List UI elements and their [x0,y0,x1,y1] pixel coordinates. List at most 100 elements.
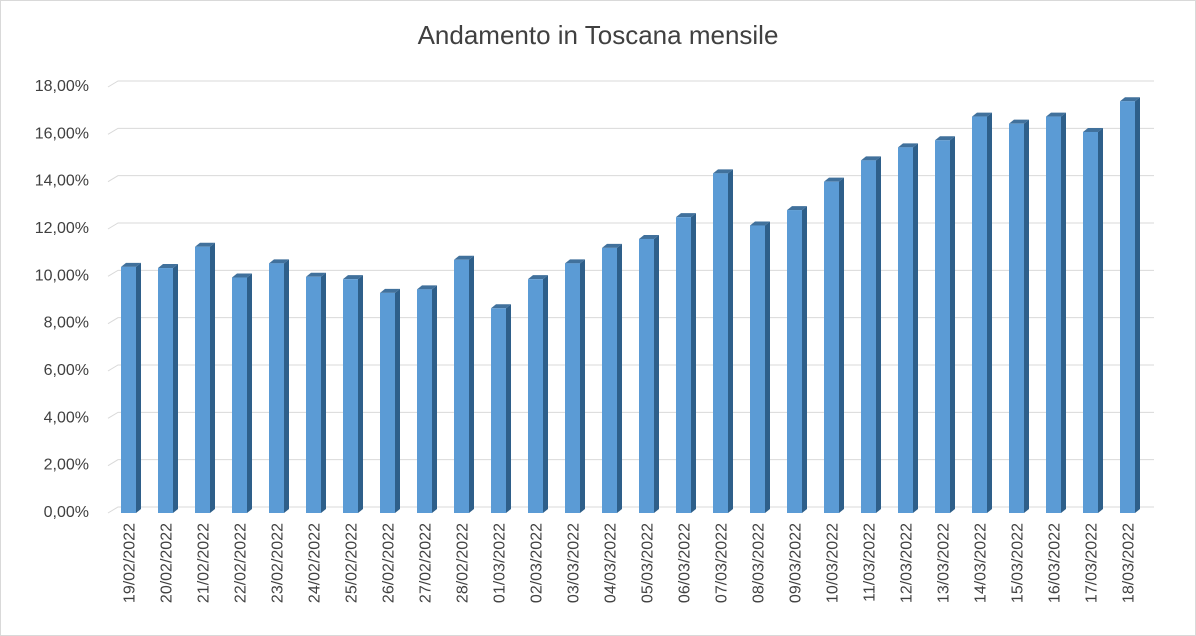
bar [1083,127,1103,513]
bar-front [269,263,284,513]
bar-top [491,304,511,309]
bar-top [343,275,363,280]
bar [306,272,326,513]
x-tick-label: 23/02/2022 [270,523,287,603]
bar-side [1061,112,1066,513]
gridline [107,222,1154,230]
bar [787,206,807,514]
chart-title: Andamento in Toscana mensile [417,20,779,50]
bar-front [750,225,765,513]
x-tick-label: 20/02/2022 [159,523,176,603]
gridline [107,411,1154,419]
x-tick-label: 24/02/2022 [307,523,324,603]
bar-top [121,262,141,267]
bar-front [713,173,728,513]
bar-side [950,136,955,513]
bar-top [1083,127,1103,132]
bar-side [691,213,696,513]
bar-side [802,206,807,514]
bar [417,285,437,513]
bar-side [876,156,881,513]
bar-side [284,259,289,513]
y-tick-label: 4,00% [44,409,89,426]
bar [972,112,992,513]
x-tick-label: 18/03/2022 [1121,523,1138,603]
bar [195,242,215,513]
bar-top [306,272,326,277]
bar [343,275,363,513]
bar-side [1098,127,1103,513]
gridline [107,459,1154,467]
x-tick-label: 03/03/2022 [566,523,583,603]
x-tick-label: 04/03/2022 [603,523,620,603]
bar-top [269,259,289,264]
bar-side [432,285,437,513]
gridline [107,127,1154,135]
bar-side [469,255,474,513]
bar [898,143,918,513]
bar-side [654,234,659,513]
bars [121,97,1140,514]
bar-side [1135,97,1140,513]
bar-top [1120,97,1140,102]
bar-top [824,177,844,182]
bar-side [506,304,511,513]
bar-top [417,285,437,290]
bar [750,221,770,513]
bar-top [380,288,400,293]
bar-front [1120,101,1135,513]
bar [158,264,178,513]
y-tick-label: 16,00% [35,125,89,142]
bar-side [1024,119,1029,513]
bar-front [491,308,506,513]
x-tick-label: 16/03/2022 [1047,523,1064,603]
y-tick-label: 10,00% [35,267,89,284]
y-tick-label: 12,00% [35,220,89,237]
gridline [107,269,1154,277]
y-tick-label: 18,00% [35,78,89,95]
bar-front [565,263,580,513]
bar-top [232,273,252,278]
bar-side [839,177,844,513]
bar-front [454,259,469,513]
x-tick-label: 02/03/2022 [529,523,546,603]
x-tick-label: 27/02/2022 [418,523,435,603]
bar-side [136,262,141,513]
bar [380,288,400,513]
bar [454,255,474,513]
y-tick-label: 6,00% [44,362,89,379]
bar-side [987,112,992,513]
bar-front [343,279,358,513]
y-tick-label: 0,00% [44,504,89,521]
x-tick-label: 14/03/2022 [973,523,990,603]
bar-side [321,272,326,513]
bar-top [861,156,881,161]
bar-side [543,275,548,513]
bar-top [750,221,770,226]
bar-front [121,266,136,513]
bar-side [395,288,400,513]
bar-top [528,275,548,280]
gridline [107,506,1154,514]
bar-front [380,292,395,513]
x-tick-label: 09/03/2022 [788,523,805,603]
bar-side [580,259,585,513]
y-tick-label: 2,00% [44,457,89,474]
x-tick-label: 07/03/2022 [714,523,731,603]
bar [1009,119,1029,513]
bar-side [617,243,622,513]
gridline [107,317,1154,325]
bar [269,259,289,513]
bar-side [728,169,733,513]
bar-top [565,259,585,264]
bar-top [158,264,178,269]
bar-top [676,213,696,218]
bar [861,156,881,513]
bar-side [173,264,178,513]
bar [639,234,659,513]
bar-front [1046,116,1061,513]
bar [935,136,955,513]
bar-front [602,247,617,513]
bar-front [861,160,876,513]
bar-top [1046,112,1066,117]
